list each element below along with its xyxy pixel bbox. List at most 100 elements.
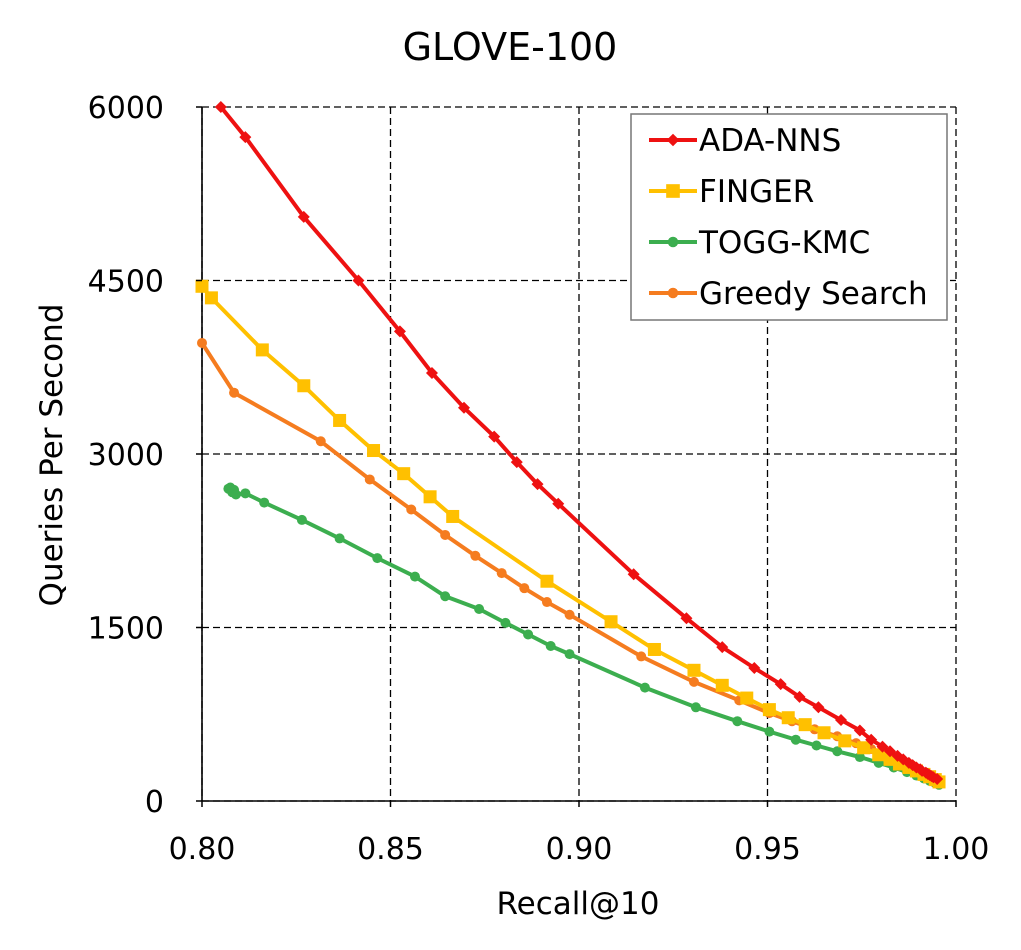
legend-swatch-marker xyxy=(666,133,680,147)
data-point-greedy-search xyxy=(496,568,507,579)
x-axis-ticks: 0.80 0.85 0.90 0.95 1.00 xyxy=(169,801,990,867)
data-point-togg-kmc xyxy=(832,746,843,757)
legend-swatch-marker xyxy=(666,184,680,198)
data-point-ada-nns xyxy=(425,367,438,380)
legend-label: ADA-NNS xyxy=(699,123,841,159)
data-point-finger xyxy=(255,343,269,357)
series-layer xyxy=(195,101,946,790)
data-point-greedy-search xyxy=(636,651,647,662)
data-point-togg-kmc xyxy=(564,649,575,660)
data-point-greedy-search xyxy=(315,436,326,447)
legend-label: TOGG-KMC xyxy=(698,225,870,261)
data-point-finger xyxy=(604,615,618,629)
data-point-greedy-search xyxy=(688,676,699,687)
data-point-ada-nns xyxy=(531,478,544,491)
legend-box xyxy=(630,113,948,321)
x-tick-label: 0.80 xyxy=(169,832,236,867)
data-point-finger xyxy=(740,691,754,705)
data-point-ada-nns xyxy=(748,661,761,674)
data-point-togg-kmc xyxy=(523,629,534,640)
data-point-ada-nns xyxy=(793,690,806,703)
data-point-greedy-search xyxy=(470,550,481,561)
data-point-finger xyxy=(647,642,661,656)
data-point-ada-nns xyxy=(239,131,252,144)
data-point-greedy-search xyxy=(541,597,552,608)
x-tick-label: 0.95 xyxy=(734,832,801,867)
data-point-finger xyxy=(446,509,460,523)
series-line-finger xyxy=(200,284,941,784)
data-point-ada-nns xyxy=(214,101,227,113)
data-point-ada-nns xyxy=(812,701,825,714)
data-point-finger xyxy=(857,741,871,755)
data-point-finger xyxy=(762,703,776,717)
data-point-greedy-search xyxy=(564,609,575,620)
data-point-togg-kmc xyxy=(545,641,556,652)
data-point-finger xyxy=(195,279,209,293)
data-point-finger xyxy=(540,574,554,588)
data-point-finger xyxy=(297,379,311,393)
legend-label: Greedy Search xyxy=(699,276,928,312)
data-point-ada-nns xyxy=(774,678,787,691)
data-point-greedy-search xyxy=(229,387,240,398)
data-point-togg-kmc xyxy=(811,740,822,751)
y-axis-label: Queries Per Second xyxy=(34,304,70,607)
y-tick-label: 4500 xyxy=(88,265,164,300)
data-point-ada-nns xyxy=(552,497,565,510)
data-point-togg-kmc xyxy=(259,497,270,508)
data-point-togg-kmc xyxy=(440,591,451,602)
data-point-finger xyxy=(817,726,831,740)
series-greedy-search xyxy=(197,337,945,787)
legend-swatch-marker xyxy=(667,236,679,248)
data-point-greedy-search xyxy=(197,337,207,348)
data-point-togg-kmc xyxy=(854,752,865,763)
x-tick-label: 0.90 xyxy=(546,832,613,867)
data-point-finger xyxy=(204,291,218,305)
data-point-ada-nns xyxy=(458,401,471,414)
x-axis-label: Recall@10 xyxy=(497,886,660,922)
data-point-finger xyxy=(715,678,729,692)
chart-title: GLOVE-100 xyxy=(403,25,618,69)
data-point-togg-kmc xyxy=(474,603,485,614)
data-point-finger xyxy=(333,413,347,427)
series-line-togg-kmc xyxy=(226,485,941,787)
data-point-togg-kmc xyxy=(410,571,421,582)
y-tick-label: 3000 xyxy=(88,438,164,473)
data-point-togg-kmc xyxy=(240,488,251,499)
y-axis-ticks: 0 1500 3000 4500 6000 xyxy=(88,91,202,820)
data-point-togg-kmc xyxy=(790,734,801,745)
data-point-finger xyxy=(423,490,437,504)
data-point-togg-kmc xyxy=(764,726,775,737)
data-point-togg-kmc xyxy=(732,716,743,727)
data-point-togg-kmc xyxy=(690,702,701,713)
data-point-togg-kmc xyxy=(334,533,345,544)
data-point-togg-kmc xyxy=(372,553,383,564)
data-point-ada-nns xyxy=(352,274,365,287)
legend-swatch-marker xyxy=(667,287,679,299)
data-point-finger xyxy=(397,467,411,481)
series-ada-nns xyxy=(214,101,944,786)
legend-label: FINGER xyxy=(699,174,814,210)
y-tick-label: 0 xyxy=(145,785,164,820)
data-point-ada-nns xyxy=(510,456,523,469)
data-point-greedy-search xyxy=(406,504,417,515)
data-point-ada-nns xyxy=(884,745,897,758)
data-point-ada-nns xyxy=(393,325,406,338)
data-point-togg-kmc xyxy=(639,682,650,693)
data-point-ada-nns xyxy=(853,724,866,737)
data-point-togg-kmc xyxy=(500,617,511,628)
data-point-ada-nns xyxy=(931,773,944,786)
data-point-ada-nns xyxy=(835,714,848,727)
x-tick-label: 1.00 xyxy=(923,832,990,867)
data-point-finger xyxy=(367,444,381,458)
data-point-ada-nns xyxy=(876,740,889,753)
data-point-greedy-search xyxy=(519,583,530,594)
data-point-ada-nns xyxy=(716,641,729,654)
data-point-ada-nns xyxy=(627,568,640,581)
data-point-togg-kmc xyxy=(230,489,241,500)
data-point-finger xyxy=(838,734,852,748)
y-tick-label: 6000 xyxy=(88,91,164,126)
data-point-finger xyxy=(781,711,795,725)
data-point-finger xyxy=(687,663,701,677)
data-point-togg-kmc xyxy=(296,514,307,525)
